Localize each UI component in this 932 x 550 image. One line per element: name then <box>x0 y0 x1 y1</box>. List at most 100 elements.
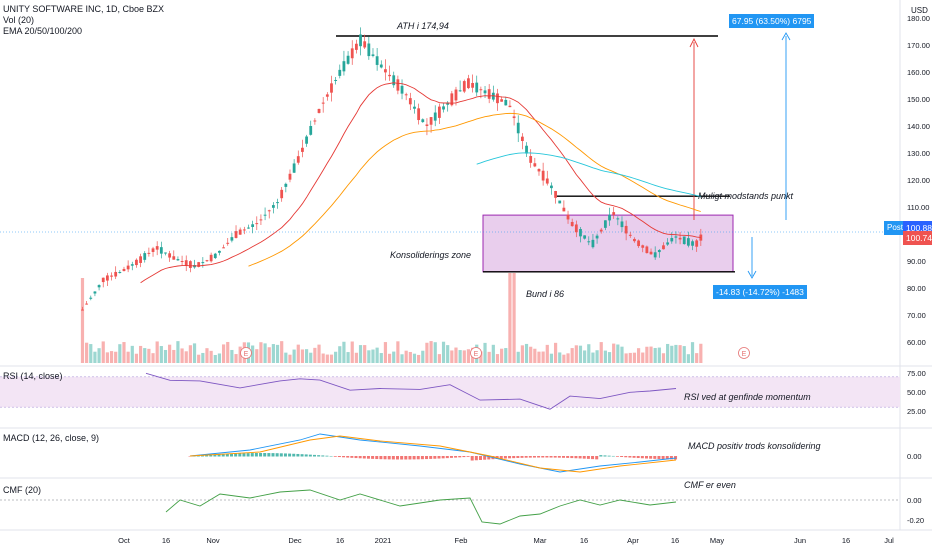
volume-bar <box>180 348 184 363</box>
macd-histogram-bar <box>279 453 283 457</box>
macd-histogram-bar <box>304 454 308 457</box>
candle-body <box>234 231 238 238</box>
volume-bar <box>114 351 118 363</box>
macd-histogram-bar <box>437 456 441 459</box>
candle-body <box>238 229 242 235</box>
candle-body <box>678 237 682 240</box>
macd-histogram-bar <box>537 456 541 458</box>
macd-histogram-bar <box>416 456 420 460</box>
ema-indicator-label[interactable]: EMA 20/50/100/200 <box>3 26 83 36</box>
time-tick-label: Mar <box>534 536 547 545</box>
macd-histogram-bar <box>466 456 470 457</box>
volume-bar <box>433 342 437 363</box>
candle-body <box>164 252 167 254</box>
candle-body <box>197 262 201 267</box>
ema-100-line <box>476 152 701 197</box>
price-tick-label: 80.00 <box>907 284 926 293</box>
macd-histogram-bar <box>645 456 648 459</box>
chart-legend: UNITY SOFTWARE INC, 1D, Cboe BZX Vol (20… <box>3 4 164 37</box>
macd-histogram-bar <box>333 456 337 457</box>
volume-bar <box>454 347 458 363</box>
volume-bar <box>143 348 147 363</box>
macd-histogram-bar <box>541 456 545 458</box>
macd-histogram-bar <box>474 456 478 461</box>
rsi-pane-label[interactable]: RSI (14, close) <box>3 371 63 381</box>
rsi-tick-label: 50.00 <box>907 388 926 397</box>
price-tick-label: 90.00 <box>907 257 926 266</box>
volume-bar <box>197 354 201 363</box>
volume-bar <box>441 341 446 363</box>
candle-body <box>139 256 142 263</box>
volume-bar <box>603 350 607 363</box>
macd-histogram-bar <box>391 456 395 460</box>
candle-body <box>628 234 632 236</box>
candle-body <box>363 41 367 48</box>
volume-bar <box>230 349 234 363</box>
down-measure-tag[interactable]: -14.83 (-14.72%) -1483 <box>713 285 807 299</box>
macd-histogram-bar <box>508 456 512 459</box>
macd-histogram-bar <box>669 456 673 460</box>
candle-body <box>442 106 445 110</box>
last-price-tag: 100.74 <box>903 231 932 245</box>
macd-histogram-bar <box>578 456 582 459</box>
macd-pane-label[interactable]: MACD (12, 26, close, 9) <box>3 433 100 443</box>
volume-indicator-label[interactable]: Vol (20) <box>3 15 35 25</box>
volume-bar <box>300 349 305 363</box>
candle-body <box>666 242 670 245</box>
macd-histogram-bar <box>640 456 644 459</box>
candle-body <box>471 83 474 88</box>
candle-body <box>458 90 462 92</box>
candle-body <box>670 238 674 242</box>
candle-body <box>620 221 624 228</box>
volume-bar <box>109 351 114 363</box>
macd-histogram-bar <box>205 454 209 457</box>
symbol-title[interactable]: UNITY SOFTWARE INC, 1D, Cboe BZX <box>3 4 165 14</box>
candle-body <box>176 259 180 261</box>
volume-bar <box>238 346 242 363</box>
macd-histogram-bar <box>449 456 453 458</box>
candle-body <box>425 124 429 126</box>
volume-bar <box>338 346 342 363</box>
macd-histogram-bar <box>200 455 204 457</box>
volume-bar <box>93 351 97 363</box>
macd-histogram-bar <box>586 456 590 459</box>
macd-histogram-bar <box>358 456 362 459</box>
volume-bar <box>317 344 321 363</box>
macd-histogram-bar <box>238 453 242 457</box>
up-measure-tag[interactable]: 67.95 (63.50%) 6795 <box>729 14 815 28</box>
candle-body <box>354 43 358 50</box>
volume-bar <box>607 352 612 363</box>
macd-histogram-bar <box>362 456 366 459</box>
candle-body <box>172 256 176 260</box>
candle-body <box>346 55 350 64</box>
candle-body <box>562 207 566 212</box>
candle-body <box>603 220 607 228</box>
candle-body <box>251 224 255 227</box>
volume-bar <box>553 342 558 363</box>
macd-histogram-bar <box>528 456 532 458</box>
candle-body <box>89 297 93 299</box>
candle-body <box>533 163 537 167</box>
volume-bar <box>392 351 396 363</box>
cmf-pane-label[interactable]: CMF (20) <box>3 485 41 495</box>
volume-bar <box>524 343 529 363</box>
candle-body <box>591 239 595 248</box>
volume-bar <box>591 352 595 363</box>
candle-body <box>388 74 391 77</box>
volume-bar <box>375 347 379 363</box>
macd-histogram-bar <box>254 453 258 457</box>
macd-histogram-bar <box>429 456 433 459</box>
volume-bar <box>661 353 666 363</box>
candle-body <box>230 237 234 241</box>
macd-histogram-bar <box>366 456 370 459</box>
volume-bar <box>134 353 139 363</box>
candle-body <box>222 247 225 249</box>
macd-histogram-bar <box>292 453 296 457</box>
volume-bar <box>570 348 574 363</box>
macd-histogram-bar <box>599 455 603 457</box>
volume-bar <box>367 350 371 363</box>
time-tick-label: Oct <box>118 536 131 545</box>
ema-20-line <box>140 82 701 284</box>
